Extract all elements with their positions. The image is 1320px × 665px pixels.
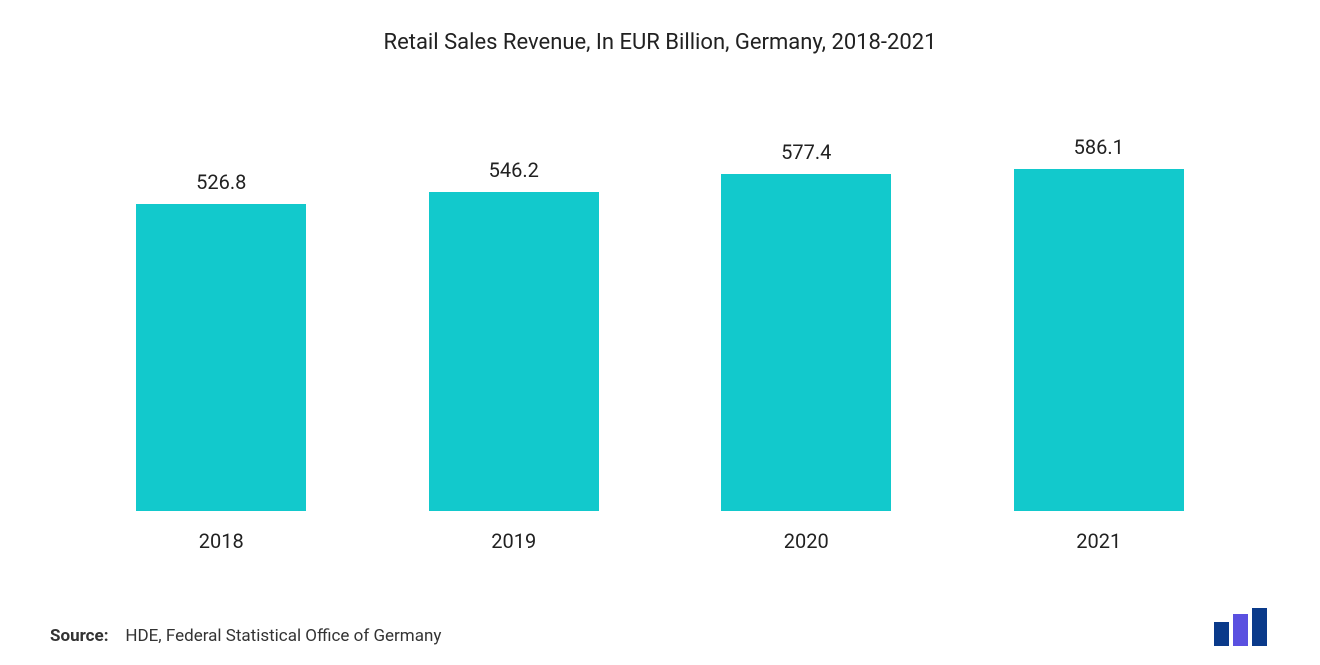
source-line: Source: HDE, Federal Statistical Office … <box>50 626 441 646</box>
chart-title: Retail Sales Revenue, In EUR Billion, Ge… <box>45 30 1275 55</box>
bar-group: 526.8 2018 <box>75 135 368 553</box>
plot-region: 526.8 2018 546.2 2019 577.4 2020 586.1 2021 <box>45 135 1275 553</box>
footer-row: Source: HDE, Federal Statistical Office … <box>45 608 1275 646</box>
bar-rect <box>136 204 306 511</box>
bar-x-label: 2020 <box>784 529 829 553</box>
chart-container: Retail Sales Revenue, In EUR Billion, Ge… <box>0 0 1320 665</box>
bar-x-label: 2021 <box>1076 529 1121 553</box>
bar-rect <box>721 174 891 511</box>
bar-value-label: 577.4 <box>781 140 831 164</box>
bar-value-label: 546.2 <box>489 158 539 182</box>
logo-bar-3 <box>1252 608 1267 646</box>
bar-group: 546.2 2019 <box>368 135 661 553</box>
brand-logo-icon <box>1212 608 1270 646</box>
bar-x-label: 2019 <box>491 529 536 553</box>
logo-bar-1 <box>1214 622 1229 646</box>
bar-x-label: 2018 <box>199 529 244 553</box>
logo-bar-2 <box>1233 614 1248 646</box>
bar-value-label: 586.1 <box>1074 135 1124 159</box>
bar-value-label: 526.8 <box>196 170 246 194</box>
bar-rect <box>1014 169 1184 511</box>
bar-group: 586.1 2021 <box>953 135 1246 553</box>
source-label: Source: <box>50 626 108 646</box>
source-text: HDE, Federal Statistical Office of Germa… <box>125 626 441 646</box>
bar-rect <box>429 192 599 511</box>
bar-group: 577.4 2020 <box>660 135 953 553</box>
